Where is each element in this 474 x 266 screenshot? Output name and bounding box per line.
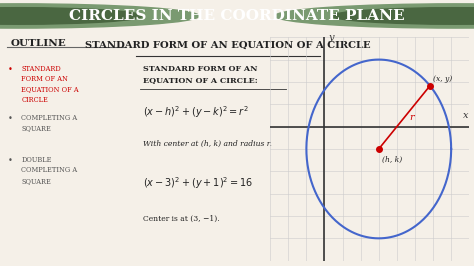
Circle shape (275, 4, 474, 28)
Text: OUTLINE: OUTLINE (10, 39, 66, 48)
Text: STANDARD FORM OF AN
EQUATION OF A CIRCLE:: STANDARD FORM OF AN EQUATION OF A CIRCLE… (143, 65, 258, 84)
Circle shape (0, 4, 199, 28)
Text: •: • (8, 114, 13, 123)
Text: •: • (8, 65, 13, 74)
Text: y: y (328, 33, 334, 42)
Text: (h, k): (h, k) (382, 156, 402, 164)
Text: COMPLETING A
SQUARE: COMPLETING A SQUARE (21, 114, 77, 132)
Text: With center at (h, k) and radius r.: With center at (h, k) and radius r. (143, 140, 272, 148)
Text: x: x (463, 111, 468, 120)
Circle shape (0, 8, 142, 24)
Text: $(x-3)^2+(y+1)^2=16$: $(x-3)^2+(y+1)^2=16$ (143, 175, 253, 190)
Text: CIRCLES IN THE COORDINATE PLANE: CIRCLES IN THE COORDINATE PLANE (69, 9, 405, 23)
Text: Center is at (3, −1).: Center is at (3, −1). (143, 214, 219, 222)
Text: (x, y): (x, y) (433, 76, 452, 84)
Circle shape (332, 8, 474, 24)
Text: STANDARD
FORM OF AN
EQUATION OF A
CIRCLE: STANDARD FORM OF AN EQUATION OF A CIRCLE (21, 65, 79, 104)
Text: $(x-h)^2+(y-k)^2=r^2$: $(x-h)^2+(y-k)^2=r^2$ (143, 105, 249, 120)
Text: STANDARD FORM OF AN EQUATION OF A CIRCLE: STANDARD FORM OF AN EQUATION OF A CIRCLE (85, 41, 371, 50)
Text: •: • (8, 156, 13, 165)
Text: r: r (410, 113, 414, 122)
Text: DOUBLE
COMPLETING A
SQUARE: DOUBLE COMPLETING A SQUARE (21, 156, 77, 185)
